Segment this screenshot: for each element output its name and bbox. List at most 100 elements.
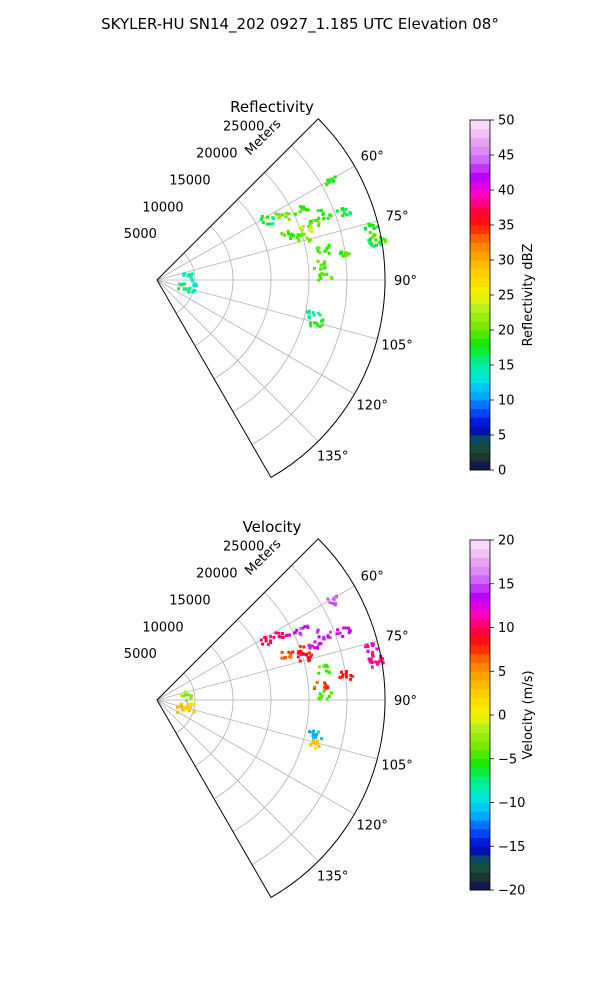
echo-mark (316, 249, 320, 253)
colorbar-segment (470, 233, 490, 243)
colorbar-tick-label: 0 (498, 709, 506, 724)
echo-mark (307, 309, 311, 313)
range-ring (251, 145, 348, 445)
colorbar-segment (470, 688, 490, 698)
echo-mark (302, 645, 306, 649)
echo-mark (319, 208, 323, 212)
echo-mark (295, 628, 299, 632)
azimuth-tick-label: 105° (381, 758, 412, 773)
echo-mark (298, 226, 302, 230)
azimuth-spoke (156, 585, 355, 701)
echo-mark (188, 286, 192, 290)
echo-mark (314, 735, 318, 739)
echo-mark (342, 626, 346, 630)
azimuth-tick-label: 60° (361, 570, 384, 585)
colorbar-segment (470, 400, 490, 410)
echo-mark (317, 221, 321, 225)
echo-mark (374, 238, 378, 242)
echo-mark (344, 672, 348, 676)
reflectivity-panel: Reflectivity500010000150002000025000Mete… (124, 98, 536, 479)
echo-mark (310, 653, 314, 657)
colorbar-segment (470, 566, 490, 576)
colorbar-segment (470, 592, 490, 602)
echo-mark (314, 218, 317, 222)
echo-mark (274, 631, 278, 635)
echo-mark (371, 224, 375, 228)
colorbar-segment (470, 697, 490, 707)
colorbar-segment (470, 277, 490, 287)
colorbar-segment (470, 356, 490, 366)
echo-mark (280, 636, 284, 639)
echo-mark (371, 235, 375, 239)
colorbar-tick-label: −15 (498, 840, 525, 855)
echo-mark (182, 273, 186, 276)
colorbar-segment (470, 303, 490, 313)
echo-mark (261, 642, 265, 646)
colorbar-segment (470, 557, 490, 567)
colorbar-segment (470, 583, 490, 593)
echo-mark (287, 217, 291, 221)
echo-mark (326, 216, 330, 220)
range-tick-label: 25000 (223, 120, 264, 135)
colorbar-segment (470, 391, 490, 401)
echo-mark (380, 658, 384, 662)
colorbar-tick-label: 35 (498, 219, 515, 234)
colorbar-segment (470, 855, 490, 865)
echo-mark (372, 244, 376, 248)
echo-mark (320, 323, 324, 327)
echo-mark (302, 233, 306, 237)
colorbar-segment (470, 338, 490, 348)
echo-mark (321, 213, 325, 217)
colorbar-segment (470, 190, 490, 200)
echo-mark (344, 251, 348, 255)
echo-mark (261, 221, 265, 225)
echo-mark (297, 239, 301, 243)
echo-mark (192, 710, 196, 714)
echo-mark (277, 631, 281, 635)
azimuth-spoke (156, 699, 319, 862)
echo-mark (315, 219, 319, 223)
echo-mark (366, 649, 370, 653)
echo-mark (303, 625, 307, 629)
azimuth-tick-label: 135° (317, 870, 348, 885)
echo-mark (289, 235, 293, 239)
echo-mark (342, 212, 346, 216)
colorbar-tick-label: 25 (498, 289, 515, 304)
colorbar-tick-label: 40 (498, 184, 515, 199)
range-tick-label: 5000 (124, 647, 157, 662)
colorbar-segment (470, 846, 490, 856)
echo-mark (186, 287, 190, 291)
colorbar-segment (470, 653, 490, 663)
echo-mark (301, 626, 305, 630)
echo-mark (370, 242, 374, 246)
echo-mark (271, 222, 275, 226)
colorbar-tick-label: 15 (498, 359, 515, 374)
echo-mark (304, 653, 308, 657)
echo-mark (381, 661, 385, 665)
echo-mark (376, 225, 380, 229)
echo-mark (299, 632, 303, 636)
echo-mark (339, 252, 343, 255)
colorbar-tick-label: −5 (498, 752, 517, 767)
azimuth-spoke (156, 699, 378, 760)
echo-mark (348, 210, 352, 214)
echo-mark (318, 313, 322, 317)
echo-mark (176, 710, 180, 714)
echo-mark (291, 650, 295, 654)
echo-mark (368, 224, 372, 228)
range-tick-label: 10000 (142, 200, 183, 215)
echo-mark (317, 665, 321, 669)
echo-mark (322, 217, 325, 221)
colorbar-segment (470, 373, 490, 383)
echo-mark (181, 708, 185, 712)
echo-mark (331, 602, 335, 605)
colorbar-segment (470, 120, 490, 130)
echo-mark (299, 626, 303, 630)
echo-mark (341, 254, 345, 258)
echo-mark (340, 675, 344, 679)
echo-mark (306, 625, 310, 629)
echo-mark (307, 651, 311, 655)
echo-mark (287, 650, 291, 654)
echo-mark (364, 645, 368, 649)
